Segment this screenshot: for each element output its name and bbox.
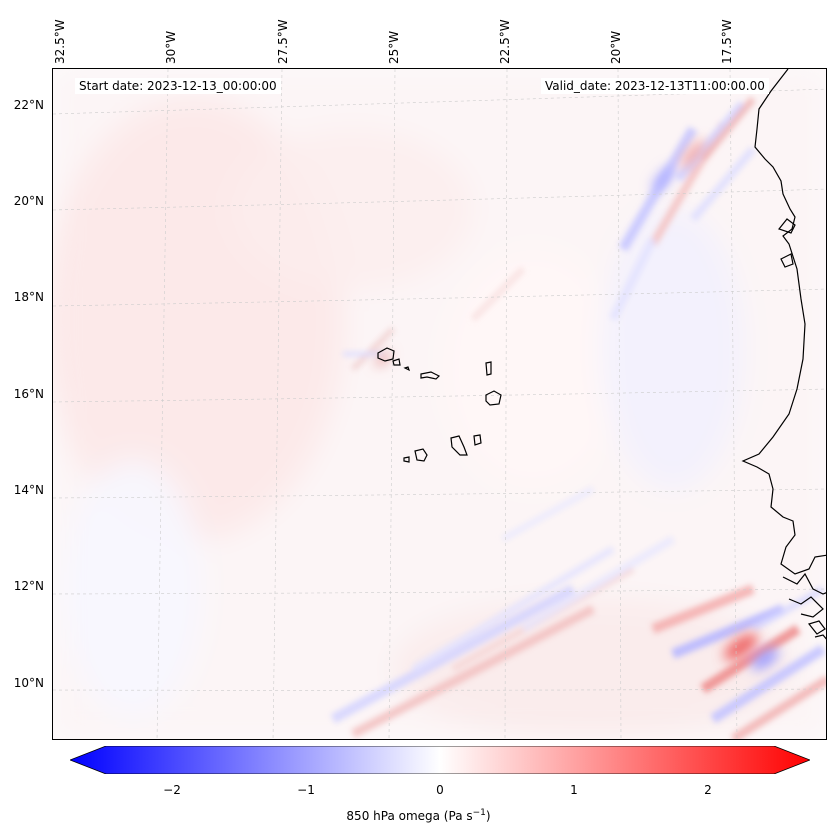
cape-verde-islands [377,347,502,463]
lat-label-14n: 14°N [13,483,44,497]
omega-cores [374,139,779,670]
island-sao-nicolau [420,371,441,380]
lat-label-12n: 12°N [13,579,44,593]
gridlines [53,69,826,739]
island-sao-vicente [392,358,401,366]
lon-label-27-5w: 27.5°W [276,19,290,64]
lat-label-22n: 22°N [13,98,44,112]
colorbar-gradient [70,746,810,774]
lon-label-17-5w: 17.5°W [720,19,734,64]
island-santa-luzia [403,366,411,372]
colorbar-tick-1: 1 [570,783,578,797]
lat-label-20n: 20°N [13,194,44,208]
map-panel[interactable] [52,68,827,740]
colorbar-label: 850 hPa omega (Pa s−1) [346,808,491,823]
island-boa-vista [485,390,502,406]
colorbar-tick-0: 0 [436,783,444,797]
colorbar-tick-2: 2 [704,783,712,797]
lon-label-20w: 20°W [609,30,623,64]
background-field [53,69,826,739]
lon-label-22-5w: 22.5°W [498,19,512,64]
lat-label-10n: 10°N [13,676,44,690]
valid-date-label: Valid_date: 2023-12-13T11:00:00.00 [541,78,769,94]
lon-label-30w: 30°W [164,30,178,64]
lon-label-32-5w: 32.5°W [53,19,67,64]
omega-streaks [330,96,826,739]
island-sal [485,361,492,376]
island-santiago [450,435,468,456]
island-maio [473,434,482,446]
start-date-label: Start date: 2023-12-13_00:00:00 [75,78,281,94]
african-coastline [741,69,826,640]
lat-label-16n: 16°N [13,387,44,401]
island-fogo [414,448,428,462]
colorbar-tick-neg2: −2 [163,783,181,797]
lon-label-25w: 25°W [387,30,401,64]
island-santo-antao [377,347,395,362]
island-brava [403,456,410,463]
lat-label-18n: 18°N [13,290,44,304]
omega-field-map [53,69,826,739]
colorbar-tick-neg1: −1 [297,783,315,797]
